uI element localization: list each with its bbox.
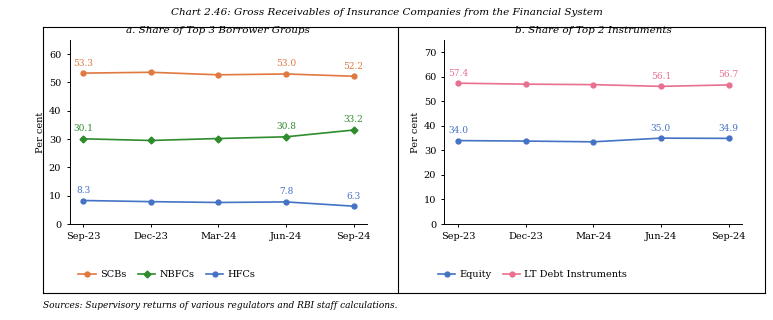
Equity (724, 136, 733, 140)
HFCs (281, 200, 291, 204)
Legend: SCBs, NBFCs, HFCs: SCBs, NBFCs, HFCs (74, 266, 259, 283)
Y-axis label: Per cent: Per cent (410, 111, 420, 153)
Text: 53.0: 53.0 (276, 60, 296, 68)
LT Debt Instruments (453, 81, 462, 85)
Equity (453, 139, 462, 142)
Text: 53.3: 53.3 (73, 59, 93, 68)
SCBs (79, 71, 88, 75)
Line: HFCs: HFCs (80, 198, 356, 209)
Line: LT Debt Instruments: LT Debt Instruments (455, 81, 731, 89)
HFCs (146, 200, 155, 204)
LT Debt Instruments (656, 84, 666, 88)
Text: 56.1: 56.1 (651, 72, 671, 81)
HFCs (79, 199, 88, 203)
NBFCs (79, 137, 88, 141)
Text: 35.0: 35.0 (651, 124, 671, 132)
SCBs (146, 70, 155, 74)
NBFCs (281, 135, 291, 139)
Text: Sources: Supervisory returns of various regulators and RBI staff calculations.: Sources: Supervisory returns of various … (43, 301, 397, 310)
HFCs (349, 204, 358, 208)
Line: Equity: Equity (455, 136, 731, 144)
Text: 34.9: 34.9 (719, 124, 738, 133)
Legend: Equity, LT Debt Instruments: Equity, LT Debt Instruments (434, 266, 631, 283)
Title: a. Share of Top 3 Borrower Groups: a. Share of Top 3 Borrower Groups (127, 26, 310, 35)
Y-axis label: Per cent: Per cent (36, 111, 45, 153)
Text: 34.0: 34.0 (448, 126, 468, 135)
LT Debt Instruments (589, 83, 598, 87)
LT Debt Instruments (521, 82, 530, 86)
SCBs (349, 74, 358, 78)
Equity (589, 140, 598, 144)
NBFCs (349, 128, 358, 132)
HFCs (213, 201, 223, 204)
Text: 8.3: 8.3 (76, 186, 90, 195)
NBFCs (213, 137, 223, 140)
Title: b. Share of Top 2 Instruments: b. Share of Top 2 Instruments (515, 26, 672, 35)
Text: 33.2: 33.2 (344, 116, 363, 124)
Text: 56.7: 56.7 (718, 70, 739, 79)
SCBs (281, 72, 291, 76)
SCBs (213, 73, 223, 77)
Text: Chart 2.46: Gross Receivables of Insurance Companies from the Financial System: Chart 2.46: Gross Receivables of Insuran… (171, 8, 602, 17)
Text: 57.4: 57.4 (448, 68, 468, 78)
Text: 30.8: 30.8 (276, 122, 296, 131)
NBFCs (146, 139, 155, 142)
Text: 7.8: 7.8 (279, 188, 293, 196)
LT Debt Instruments (724, 83, 733, 87)
Equity (521, 139, 530, 143)
Text: 52.2: 52.2 (344, 62, 363, 71)
Line: SCBs: SCBs (80, 70, 356, 79)
Text: 30.1: 30.1 (73, 124, 93, 133)
Line: NBFCs: NBFCs (80, 128, 356, 143)
Equity (656, 136, 666, 140)
Text: 6.3: 6.3 (346, 192, 361, 201)
